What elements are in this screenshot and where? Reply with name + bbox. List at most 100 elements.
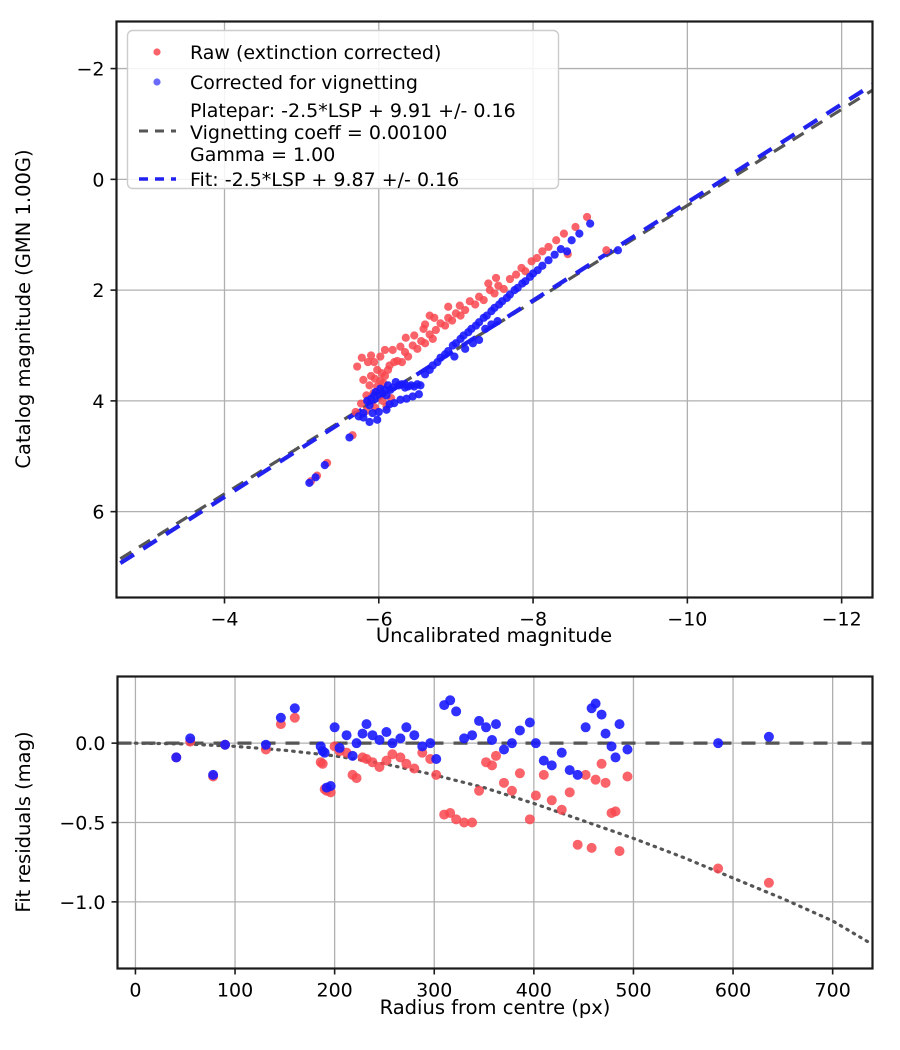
data-point-raw: [471, 300, 480, 309]
data-point-raw: [289, 712, 300, 723]
data-point-raw: [582, 212, 592, 222]
bottom-panel-xlabel: Radius from centre (px): [380, 996, 611, 1019]
data-point-raw: [484, 279, 493, 288]
residuals-panel: 0 100 200 300 400 500 600 700 0.0 −0.5 −1.0 Radius…: [12, 675, 874, 1019]
data-point-corrected: [361, 719, 372, 730]
data-point-raw: [373, 365, 382, 374]
data-point-corrected: [325, 781, 336, 791]
data-point-corrected: [468, 339, 477, 348]
legend-raw-marker-icon: [153, 48, 161, 56]
data-point-corrected: [567, 236, 576, 245]
data-point-corrected: [208, 769, 219, 780]
data-point-corrected: [365, 401, 374, 410]
data-point-corrected: [395, 733, 406, 744]
data-point-raw: [420, 339, 430, 348]
data-point-corrected: [320, 461, 329, 470]
data-point-raw: [505, 274, 515, 284]
top-panel-tick-labels: −4 −6 −8 −10 −12 −2 0 2 4 6: [76, 59, 861, 631]
top-panel-xlabel: Uncalibrated magnitude: [376, 624, 612, 647]
data-point-raw: [479, 295, 488, 305]
data-point-raw: [532, 253, 542, 263]
data-point-corrected: [385, 400, 394, 409]
data-point-raw: [498, 777, 509, 788]
data-point-corrected: [319, 747, 330, 758]
data-point-corrected: [493, 317, 502, 326]
data-point-raw: [376, 352, 385, 361]
data-point-corrected: [487, 320, 496, 329]
data-point-raw: [499, 284, 508, 294]
bottom-xtick-label: 100: [217, 980, 253, 1002]
data-point-corrected: [506, 738, 517, 749]
data-point-raw: [388, 345, 397, 355]
legend-platepar-line1: Platepar: -2.5*LSP + 9.91 +/- 0.16: [190, 100, 516, 122]
data-point-raw: [401, 758, 412, 769]
data-point-corrected: [431, 754, 442, 765]
data-point-corrected: [614, 719, 625, 730]
data-point-raw: [357, 353, 366, 362]
top-panel-ylabel: Catalog magnitude (GMN 1.00G): [12, 149, 35, 468]
bottom-panel-ylabel: Fit residuals (mag): [12, 731, 35, 912]
data-point-corrected: [414, 390, 423, 399]
data-point-raw: [395, 752, 406, 763]
data-point-corrected: [538, 755, 549, 766]
data-point-corrected: [550, 250, 559, 259]
data-point-corrected: [572, 769, 583, 780]
data-point-corrected: [498, 744, 509, 755]
data-point-corrected: [474, 335, 484, 345]
data-point-raw: [404, 352, 413, 361]
data-point-raw: [444, 302, 453, 311]
data-point-corrected: [347, 750, 358, 761]
data-point-raw: [374, 761, 385, 772]
bottom-xtick-label: 300: [416, 980, 452, 1002]
data-point-corrected: [445, 695, 456, 706]
data-point-corrected: [538, 261, 547, 270]
top-panel-frame: [115, 20, 874, 599]
data-point-corrected: [459, 733, 470, 744]
data-point-raw: [602, 246, 611, 255]
data-point-corrected: [524, 717, 535, 728]
bottom-panel-corrected-points: [171, 695, 774, 793]
data-point-corrected: [401, 722, 412, 733]
data-point-corrected: [417, 741, 428, 752]
data-point-corrected: [416, 381, 425, 390]
data-point-raw: [380, 371, 390, 381]
data-point-raw: [365, 381, 374, 390]
data-point-raw: [586, 842, 597, 853]
data-point-corrected: [381, 727, 392, 738]
data-point-raw: [381, 755, 392, 766]
data-point-corrected: [365, 417, 374, 427]
bottom-xtick-label: 400: [516, 980, 552, 1002]
data-point-corrected: [461, 344, 470, 353]
data-point-raw: [380, 345, 390, 355]
data-point-raw: [622, 771, 633, 782]
data-point-raw: [445, 807, 456, 818]
bottom-xtick-label: 600: [715, 980, 751, 1002]
data-point-raw: [538, 247, 547, 256]
data-point-raw: [441, 321, 450, 330]
data-point-corrected: [305, 478, 314, 487]
legend-platepar-line2: Vignetting coeff = 0.00100: [190, 122, 447, 144]
data-point-raw: [546, 795, 557, 806]
top-ytick-label: 6: [92, 502, 104, 524]
data-point-raw: [419, 324, 428, 333]
data-point-raw: [487, 760, 498, 771]
data-point-raw: [351, 773, 362, 784]
data-point-corrected: [530, 738, 541, 749]
data-point-raw: [572, 839, 583, 850]
data-point-corrected: [359, 413, 368, 422]
bottom-xtick-label: 200: [317, 980, 353, 1002]
data-point-corrected: [171, 752, 182, 763]
bottom-ytick-label: −1.0: [59, 892, 105, 914]
data-point-raw: [413, 344, 422, 353]
data-point-corrected: [546, 760, 557, 771]
data-point-raw: [511, 270, 521, 279]
data-point-corrected: [490, 719, 501, 730]
data-point-corrected: [606, 741, 617, 752]
data-point-corrected: [260, 739, 271, 750]
data-point-corrected: [580, 722, 591, 733]
data-point-raw: [359, 375, 368, 384]
data-point-raw: [447, 316, 457, 325]
data-point-corrected: [613, 246, 623, 255]
data-point-raw: [571, 222, 580, 232]
